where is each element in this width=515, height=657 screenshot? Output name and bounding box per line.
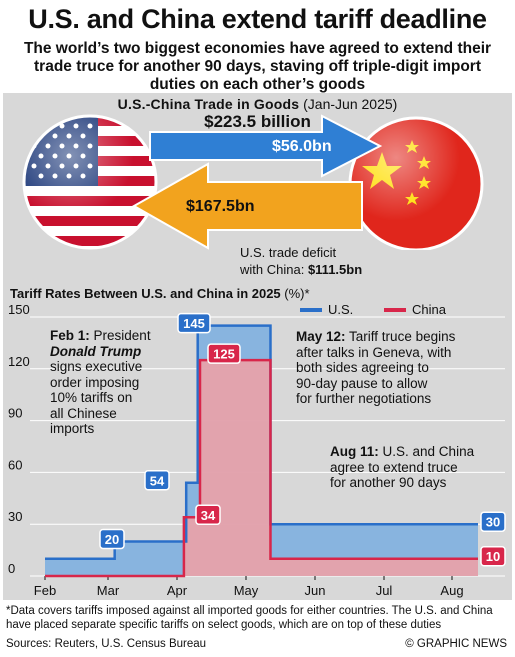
- us-label-54: 54: [150, 473, 165, 488]
- feb1-pre: President: [93, 328, 151, 343]
- feb1-line2: order imposing: [50, 374, 140, 390]
- us-label-54-bg: [144, 470, 170, 491]
- us-label-145-bg: [177, 312, 211, 334]
- aug11-line1: U.S. and China: [382, 444, 475, 459]
- us-label-20: 20: [105, 532, 119, 547]
- deficit-label-line2: with China: $111.5bn: [240, 262, 363, 277]
- sources: Sources: Reuters, U.S. Census Bureau: [6, 638, 207, 650]
- annotation-may12: May 12: Tariff truce begins after talks …: [296, 329, 455, 407]
- china-label-125: 125: [213, 347, 235, 362]
- china-label-34: 34: [201, 508, 216, 523]
- credit: © GRAPHIC NEWS: [405, 638, 507, 650]
- feb1-line4: all Chinese: [50, 405, 117, 421]
- legend-us-swatch: [300, 307, 322, 312]
- x-tick-label: Mar: [97, 583, 120, 598]
- annotation-feb1: Feb 1: President Donald Trump signs exec…: [50, 328, 151, 437]
- trade-graphic: [22, 114, 484, 250]
- feb1-name: Donald Trump: [50, 343, 142, 359]
- y-tick-label: 0: [8, 561, 15, 576]
- may12-line2: after talks in Geneva, with: [296, 344, 452, 360]
- china-label-10: 10: [486, 549, 500, 564]
- china-exports-arrow: [131, 162, 363, 250]
- trade-title-main: U.S.-China Trade in Goods: [117, 96, 300, 112]
- y-tick-label: 120: [8, 354, 30, 369]
- footnote: *Data covers tariffs imposed against all…: [6, 605, 493, 631]
- china-exports-value: $167.5bn: [186, 198, 255, 215]
- tariff-chart: 0 30 60 90 120 150 Feb Mar Apr May Jun Jul Aug 20 54 14…: [8, 302, 506, 598]
- legend-china: China: [384, 302, 446, 317]
- x-tick-label: Apr: [167, 583, 188, 598]
- us-flag-icon: [24, 116, 156, 248]
- series-china-line: [45, 358, 478, 578]
- tariff-title-suffix: (%)*: [284, 286, 310, 301]
- tariff-chart-title: Tariff Rates Between U.S. and China in 2…: [10, 286, 310, 301]
- trade-title: U.S.-China Trade in Goods (Jan-Jun 2025): [0, 96, 515, 112]
- headline: U.S. and China extend tariff deadline: [28, 4, 487, 34]
- us-exports-arrow: [149, 114, 383, 178]
- legend-us: U.S.: [300, 302, 353, 317]
- us-label-30-bg: [480, 511, 506, 532]
- legend-us-label: U.S.: [328, 302, 354, 317]
- subheadline: The world’s two biggest economies have a…: [23, 40, 492, 93]
- china-label-10-bg: [480, 545, 506, 567]
- feb1-line3: 10% tariffs on: [50, 390, 133, 405]
- deficit-label-line1: U.S. trade deficit: [240, 245, 337, 260]
- may12-date: May 12:: [296, 329, 346, 344]
- deficit-value: $111.5bn: [307, 262, 363, 277]
- china-flag-icon: [350, 118, 482, 250]
- feb1-line1: signs executive: [50, 359, 143, 374]
- feb1-date: Feb 1:: [50, 328, 90, 343]
- x-tick-label: Feb: [34, 583, 56, 598]
- may12-line1: Tariff truce begins: [349, 329, 456, 344]
- us-label-30: 30: [486, 515, 500, 530]
- x-tick-label: Jul: [376, 583, 393, 598]
- trade-deficit: U.S. trade deficit with China: $111.5bn: [240, 244, 362, 278]
- trade-title-period: (Jan-Jun 2025): [303, 96, 398, 112]
- us-exports-value: $56.0bn: [272, 138, 332, 155]
- may12-line5: for further negotiations: [296, 391, 432, 406]
- x-tick-label: Jun: [305, 583, 326, 598]
- annotation-aug11: Aug 11: U.S. and China agree to extend t…: [330, 444, 474, 491]
- may12-line4: 90-day pause to allow: [296, 375, 428, 391]
- aug11-line3: for another 90 days: [330, 475, 447, 490]
- aug11-date: Aug 11:: [330, 444, 379, 459]
- tariff-title-main: Tariff Rates Between U.S. and China in 2…: [10, 286, 281, 301]
- legend-china-label: China: [412, 302, 446, 317]
- trade-total: $223.5 billion: [204, 112, 311, 131]
- y-tick-label: 150: [8, 302, 30, 317]
- us-label-20-bg: [99, 528, 125, 550]
- x-tick-label: Aug: [440, 583, 463, 598]
- feb1-line5: imports: [50, 421, 95, 436]
- aug11-line2: agree to extend truce: [330, 459, 458, 475]
- may12-line3: both sides agreeing to: [296, 360, 429, 375]
- series-china-area: [45, 360, 478, 576]
- y-tick-label: 30: [8, 509, 22, 524]
- y-tick-label: 90: [8, 406, 22, 421]
- legend-china-swatch: [384, 307, 406, 312]
- china-label-34-bg: [195, 504, 221, 526]
- us-label-145: 145: [183, 316, 205, 331]
- china-label-125-bg: [207, 343, 241, 364]
- y-tick-label: 60: [8, 457, 22, 472]
- x-tick-label: May: [234, 583, 259, 598]
